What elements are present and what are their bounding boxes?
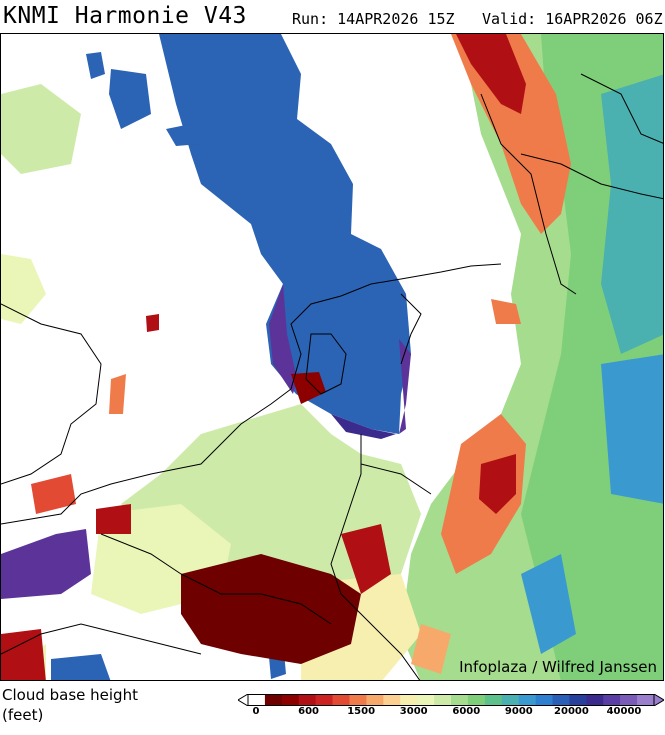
- run-time: Run: 14APR2026 15Z: [292, 10, 455, 28]
- colorbar-swatch: [434, 694, 452, 706]
- colorbar-swatch: [535, 694, 553, 706]
- colorbar-swatch: [637, 694, 655, 706]
- colorbar-swatch: [248, 694, 266, 706]
- colorbar-tick-label: 1500: [347, 706, 376, 717]
- colorbar-swatch: [400, 694, 418, 706]
- colorbar-ticks: 0 600 1500 3000 6000 9000 20000 40000: [0, 706, 665, 720]
- colorbar-swatch: [281, 694, 300, 706]
- legend-title-line1: Cloud base height: [2, 686, 138, 704]
- coastlines: [1, 73, 663, 680]
- valid-time: Valid: 16APR2026 06Z: [482, 10, 663, 28]
- colorbar-tick-label: 3000: [399, 706, 428, 717]
- legend-title: Cloud base height (feet): [2, 685, 138, 725]
- colorbar-max-arrow: [653, 694, 664, 706]
- colorbar-swatch: [586, 694, 604, 706]
- model-title: KNMI Harmonie V43: [3, 3, 247, 29]
- weather-map: Infoplaza / Wilfred Janssen: [0, 33, 664, 681]
- colorbar-swatch: [417, 694, 435, 706]
- colorbar-swatch: [552, 694, 570, 706]
- colorbar-swatch: [467, 694, 486, 706]
- colorbar-swatch: [451, 694, 469, 706]
- colorbar-swatch: [315, 694, 333, 706]
- colorbar-swatch: [349, 694, 367, 706]
- colorbar-swatch: [366, 694, 384, 706]
- colorbar-swatch: [298, 694, 316, 706]
- map-credit: Infoplaza / Wilfred Janssen: [459, 658, 657, 676]
- legend-unit: (feet): [2, 706, 44, 724]
- cloud-base-field: [1, 34, 663, 680]
- colorbar-swatch: [264, 694, 283, 706]
- header: KNMI Harmonie V43 Run: 14APR2026 15Z Val…: [0, 0, 665, 32]
- colorbar: [238, 694, 664, 706]
- colorbar-swatch: [484, 694, 503, 706]
- colorbar-swatch: [603, 694, 621, 706]
- colorbar-tick-label: 0: [252, 706, 260, 717]
- colorbar-min-arrow: [238, 694, 249, 706]
- colorbar-swatch: [518, 694, 536, 706]
- low-cloud-area: [1, 34, 571, 680]
- colorbar-tick-label: 20000: [554, 706, 589, 717]
- high-cloud-area: [1, 34, 411, 680]
- colorbar-swatch: [620, 694, 638, 706]
- colorbar-swatch: [569, 694, 587, 706]
- colorbar-tick-label: 40000: [606, 706, 642, 717]
- colorbar-tick-label: 600: [298, 706, 319, 717]
- legend: Cloud base height (feet) 0 600 1500 3000 600…: [0, 682, 665, 735]
- colorbar-tick-label: 9000: [504, 706, 533, 717]
- colorbar-swatch: [332, 694, 350, 706]
- colorbar-tick-label: 6000: [452, 706, 481, 717]
- mid-cloud-area: [1, 34, 663, 680]
- colorbar-swatch: [383, 694, 401, 706]
- colorbar-swatch: [501, 694, 519, 706]
